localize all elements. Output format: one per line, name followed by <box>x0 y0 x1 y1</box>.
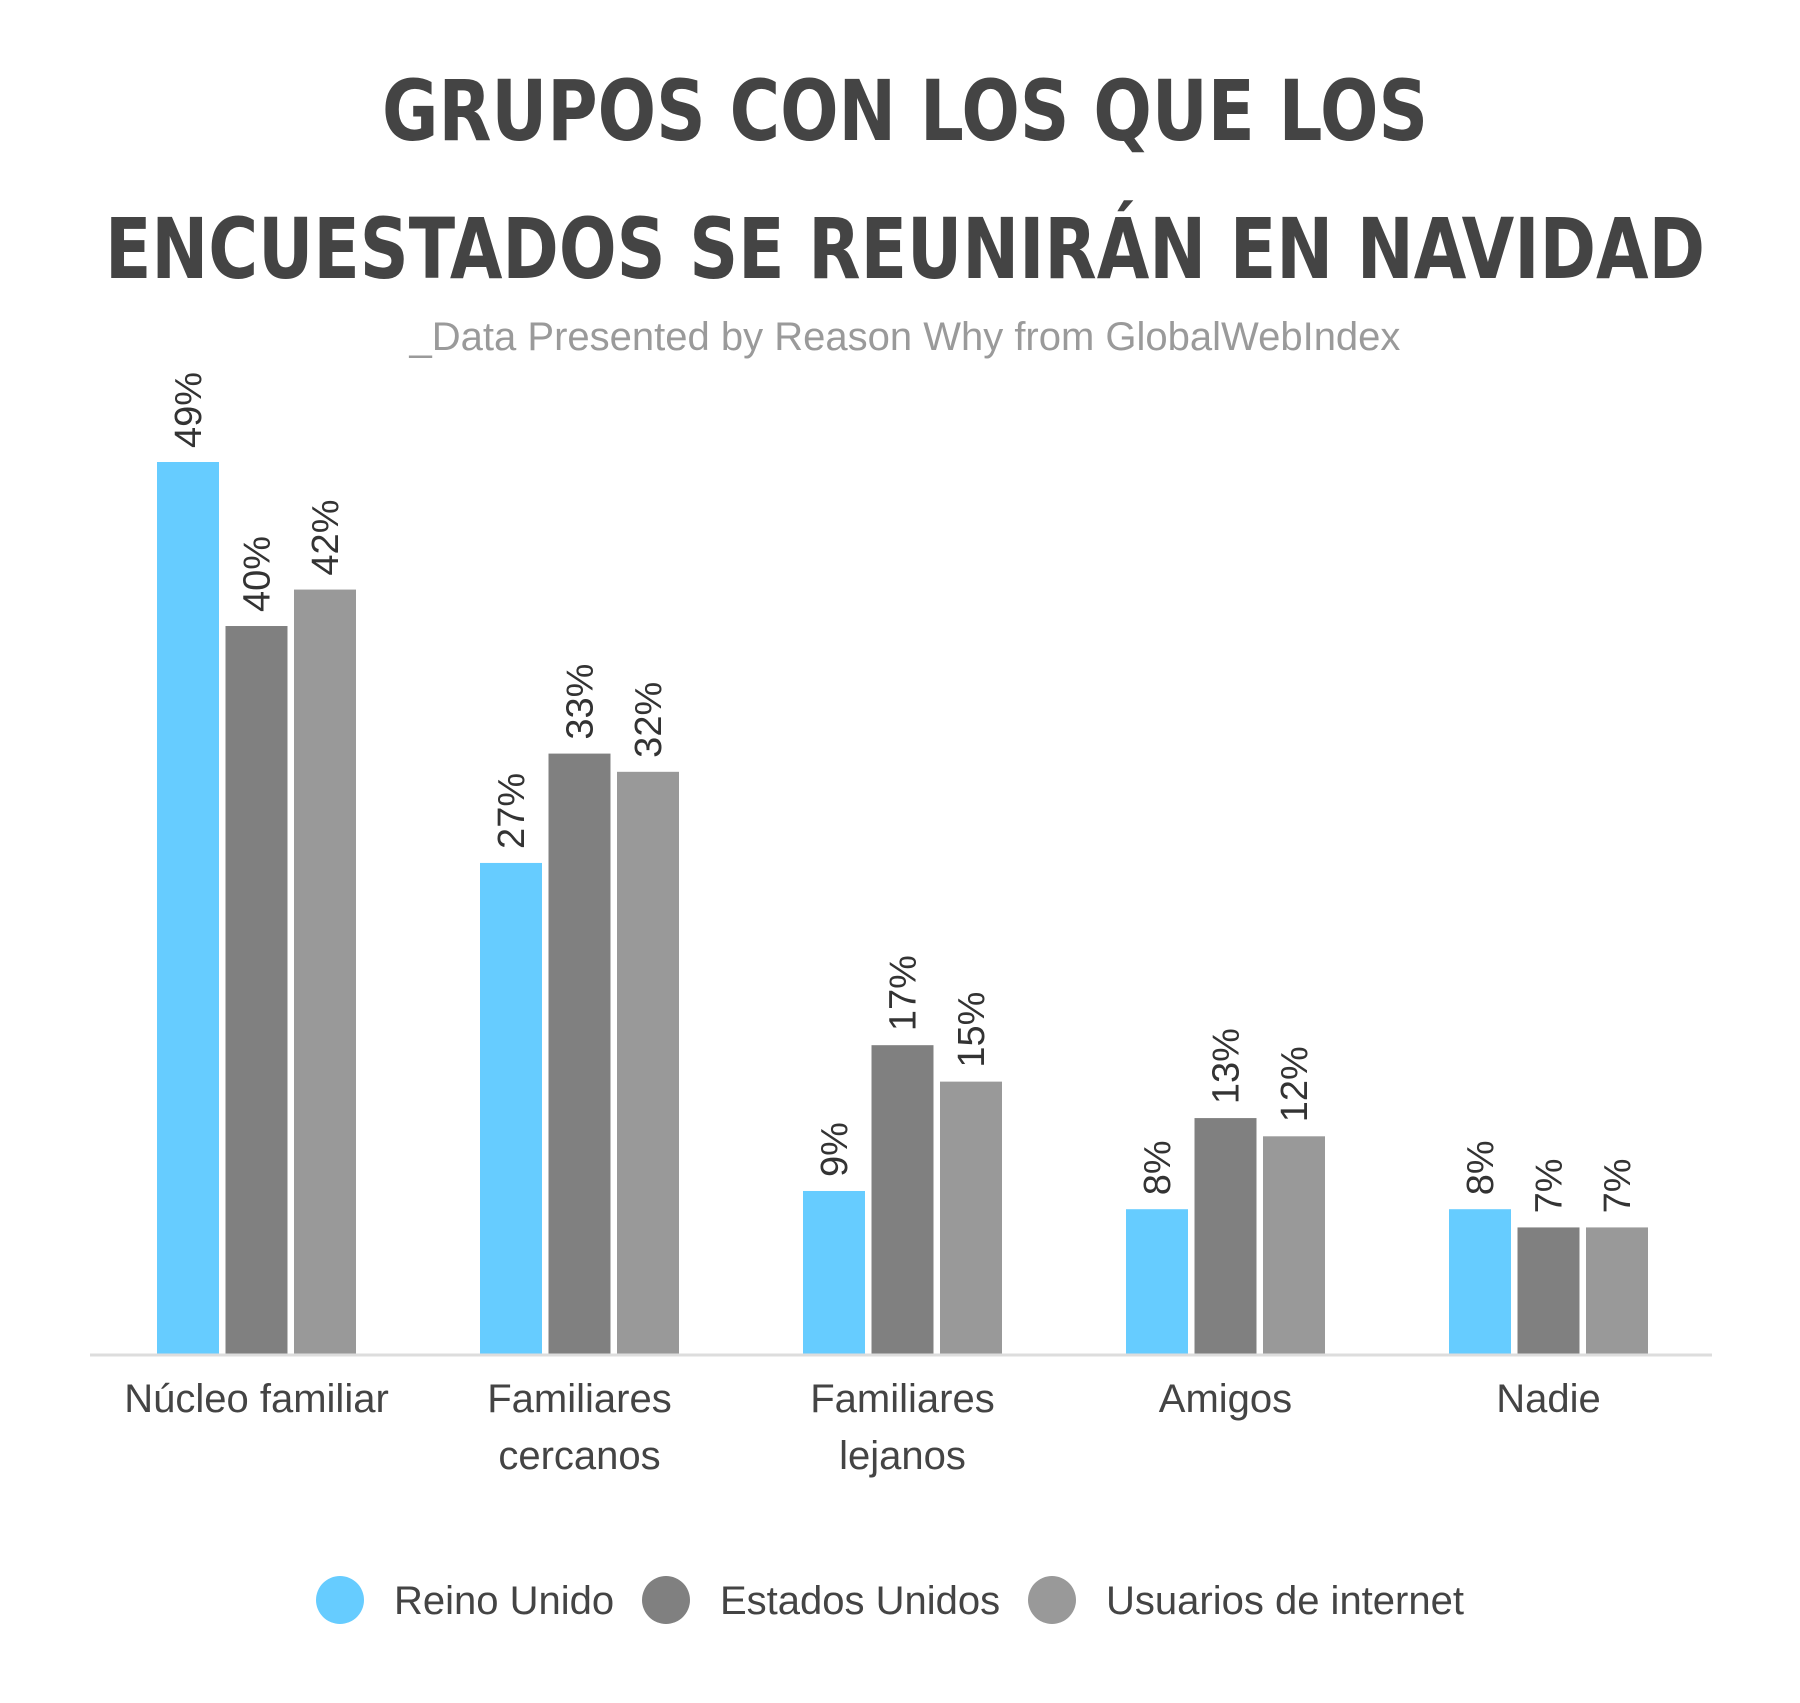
data-label-2-3: 17% <box>883 955 925 1031</box>
bar-3-4 <box>1263 1136 1325 1355</box>
bar-1-2 <box>480 862 542 1355</box>
data-label-2-1: 40% <box>237 536 279 612</box>
data-label-1-5: 8% <box>1460 1140 1502 1195</box>
category-label-2-line-1: Familiares <box>487 1377 671 1421</box>
data-label-3-3: 15% <box>951 992 993 1068</box>
category-labels: Núcleo familiar Familiares cercanos Familia… <box>124 1377 1601 1478</box>
data-label-1-4: 8% <box>1137 1140 1179 1195</box>
category-label-4: Amigos <box>1159 1377 1292 1421</box>
legend-item-1: Reino Unido <box>316 1576 614 1624</box>
legend: Reino Unido Estados Unidos Usuarios de int… <box>316 1576 1464 1624</box>
data-label-2-2: 33% <box>560 664 602 740</box>
legend-label-3: Usuarios de internet <box>1106 1579 1464 1623</box>
bar-2-3 <box>871 1045 934 1355</box>
bar-2-1 <box>225 626 288 1355</box>
legend-swatch-1 <box>316 1576 364 1624</box>
bar-3-5 <box>1586 1227 1648 1355</box>
chart-subtitle: _Data Presented by Reason Why from Globa… <box>409 315 1401 359</box>
chart-title-line-2: ENCUESTADOS SE REUNIRÁN EN NAVIDAD <box>105 200 1705 298</box>
data-label-3-2: 32% <box>628 682 670 758</box>
data-label-3-1: 42% <box>305 500 347 576</box>
chart-title: GRUPOS CON LOS QUE LOS ENCUESTADOS SE REU… <box>105 62 1705 298</box>
bar-1-4 <box>1126 1209 1188 1355</box>
legend-swatch-2 <box>642 1576 690 1624</box>
legend-swatch-3 <box>1028 1576 1076 1624</box>
bars: 49% 27% 9% 8% 8% 40% 33% 17% 13% 7% 42% 32% 15% 12% 7% <box>157 372 1648 1355</box>
bar-3-2 <box>617 771 679 1355</box>
data-label-2-5: 7% <box>1529 1159 1571 1214</box>
legend-label-2: Estados Unidos <box>720 1579 1000 1623</box>
legend-item-2: Estados Unidos <box>642 1576 1000 1624</box>
data-label-1-1: 49% <box>168 372 210 448</box>
bar-3-3 <box>940 1081 1002 1355</box>
data-label-1-3: 9% <box>814 1122 856 1177</box>
legend-label-1: Reino Unido <box>394 1579 614 1623</box>
category-label-2-line-2: cercanos <box>498 1434 660 1478</box>
data-label-3-5: 7% <box>1597 1159 1639 1214</box>
bar-2-2 <box>548 753 611 1355</box>
legend-item-3: Usuarios de internet <box>1028 1576 1464 1624</box>
bar-1-3 <box>803 1190 865 1355</box>
data-label-3-4: 12% <box>1274 1046 1316 1122</box>
data-label-1-2: 27% <box>491 773 533 849</box>
data-label-2-4: 13% <box>1206 1028 1248 1104</box>
bar-1-1 <box>157 462 219 1355</box>
category-label-3-line-1: Familiares <box>810 1377 994 1421</box>
chart-title-line-1: GRUPOS CON LOS QUE LOS <box>382 62 1428 160</box>
bar-3-1 <box>294 589 356 1355</box>
bar-2-4 <box>1194 1118 1257 1355</box>
category-label-5: Nadie <box>1496 1377 1601 1421</box>
bar-2-5 <box>1517 1227 1580 1355</box>
bar-1-5 <box>1449 1209 1511 1355</box>
category-label-1: Núcleo familiar <box>124 1377 389 1421</box>
category-label-3-line-2: lejanos <box>839 1434 966 1478</box>
